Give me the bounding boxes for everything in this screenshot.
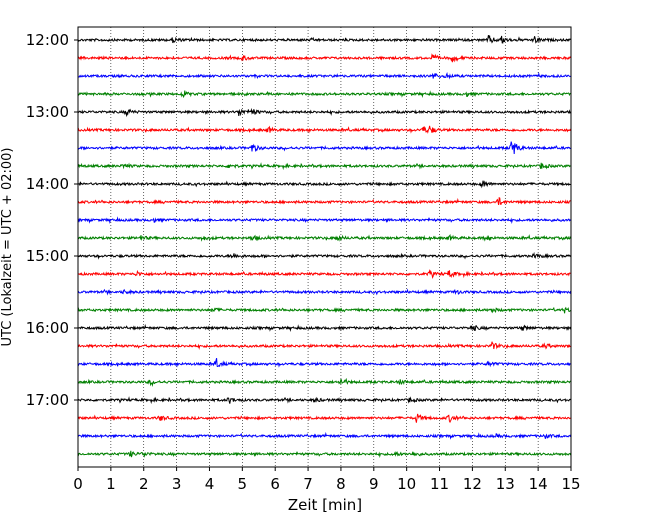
seismogram-trace-1230: [77, 71, 571, 80]
seismogram-trace-1200: [77, 35, 571, 44]
x-tick-label: 7: [303, 475, 313, 493]
seismogram-trace-1530: [77, 288, 572, 296]
y-tick-label: 15:00: [26, 247, 69, 265]
seismogram-trace-1315: [77, 125, 572, 134]
x-tick-label: 8: [336, 475, 346, 493]
y-axis-label: UTC (Lokalzeit = UTC + 02:00): [0, 148, 15, 347]
seismogram-trace-1630: [77, 358, 571, 368]
seismogram-trace-1415: [77, 196, 571, 206]
seismogram-trace-1700: [77, 396, 571, 405]
seismogram-trace-1445: [77, 234, 572, 242]
x-tick-label: 9: [369, 475, 379, 493]
seismogram-trace-1600: [77, 323, 572, 332]
seismogram-trace-1330: [77, 141, 571, 155]
x-tick-label: 1: [106, 475, 116, 493]
y-tick-label: 12:00: [26, 31, 69, 49]
seismogram-trace-1515: [77, 268, 571, 280]
y-tick-label: 16:00: [26, 319, 69, 337]
seismogram-trace-1545: [77, 306, 571, 314]
x-tick-label: 6: [270, 475, 280, 493]
seismogram-traces: [77, 35, 572, 458]
x-tick-label: 0: [73, 475, 83, 493]
x-tick-label: 3: [172, 475, 182, 493]
seismogram-trace-1430: [77, 216, 571, 224]
x-axis-label: Zeit [min]: [288, 496, 362, 514]
x-axis-ticks: 0 1 2 3 4 5 6 7 8 9 10 11 12 13 14 15: [73, 467, 581, 493]
seismogram-trace-1245: [77, 90, 571, 99]
y-tick-label: 13:00: [26, 103, 69, 121]
seismogram-trace-1730: [77, 431, 572, 440]
x-tick-label: 12: [463, 475, 482, 493]
x-tick-label: 11: [430, 475, 449, 493]
x-tick-label: 5: [238, 475, 248, 493]
seismogram-trace-1645: [77, 377, 571, 387]
seismogram-trace-1715: [77, 413, 571, 424]
seismogram-trace-1745: [77, 450, 572, 458]
grid-lines: [110, 27, 539, 467]
y-tick-label: 14:00: [26, 175, 69, 193]
seismogram-trace-1345: [77, 162, 571, 171]
seismogram-trace-1615: [77, 341, 571, 350]
x-tick-label: 13: [496, 475, 515, 493]
x-tick-label: 14: [529, 475, 548, 493]
y-axis-ticks: 12:00 13:00 14:00 15:00 16:00 17:00: [26, 31, 78, 409]
x-tick-label: 4: [205, 475, 215, 493]
y-tick-label: 17:00: [26, 391, 69, 409]
x-tick-label: 2: [139, 475, 149, 493]
x-tick-label: 10: [397, 475, 416, 493]
plot-area-frame: [77, 26, 572, 468]
seismogram-trace-1500: [77, 251, 572, 260]
seismogram-trace-1215: [77, 53, 572, 63]
seismogram-trace-1300: [77, 107, 572, 118]
seismogram-trace-1400: [77, 180, 571, 189]
x-tick-label: 15: [561, 475, 580, 493]
